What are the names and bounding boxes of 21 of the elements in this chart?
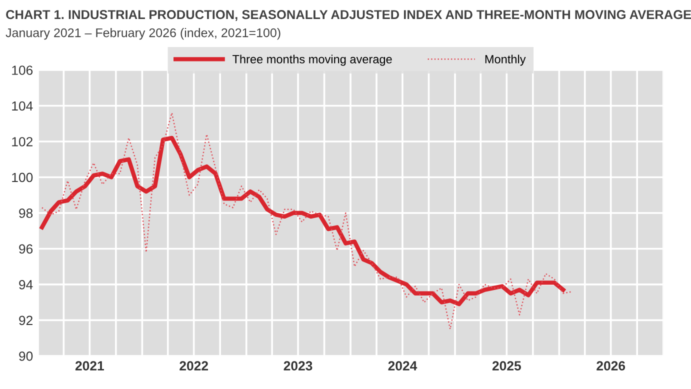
chart-subtitle: January 2021 – February 2026 (index, 2021=100) — [6, 28, 280, 40]
y-tick-label: 98 — [19, 208, 33, 218]
y-tick-label: 100 — [12, 172, 33, 182]
y-tick-label: 106 — [12, 66, 33, 75]
x-tick-label: 2022 — [180, 361, 208, 370]
y-tick-label: 90 — [19, 352, 33, 361]
line-series — [41, 112, 573, 330]
y-tick-label: 104 — [12, 101, 33, 111]
x-tick-label: 2026 — [596, 361, 626, 370]
y-tick-label: 102 — [12, 137, 32, 146]
legend-label: Three months moving average — [232, 54, 392, 66]
y-tick-label: 96 — [19, 244, 33, 254]
x-tick-label: 2024 — [388, 361, 418, 370]
line-series — [40, 136, 566, 306]
x-tick-label: 2023 — [284, 361, 312, 371]
y-tick-label: 92 — [19, 316, 32, 326]
x-tick-label: 2021 — [75, 361, 104, 370]
legend-label: Monthly — [485, 54, 526, 66]
x-tick-label: 2025 — [492, 361, 521, 370]
y-tick-label: 94 — [19, 280, 33, 290]
chart-title: CHART 1. INDUSTRIAL PRODUCTION, SEASONALLY ADJUSTED INDEX AND THREE-MONTH MOVING AVERAGE — [6, 10, 691, 21]
